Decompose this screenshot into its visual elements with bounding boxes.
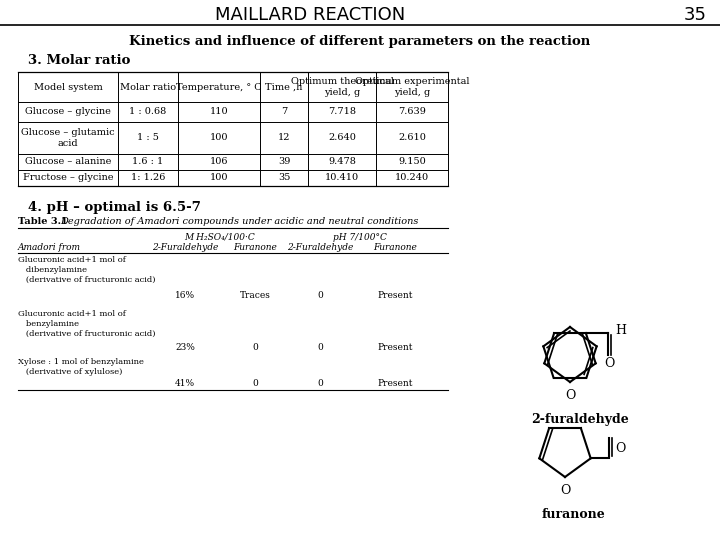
Text: 23%: 23%: [175, 343, 195, 353]
Text: 10.410: 10.410: [325, 173, 359, 183]
Text: MAILLARD REACTION: MAILLARD REACTION: [215, 6, 405, 24]
Text: Model system: Model system: [34, 83, 102, 91]
Text: 4. pH – optimal is 6.5-7: 4. pH – optimal is 6.5-7: [28, 201, 201, 214]
Text: 16%: 16%: [175, 292, 195, 300]
Text: Glucose – alanine: Glucose – alanine: [24, 158, 111, 166]
Text: pH 7/100°C: pH 7/100°C: [333, 233, 387, 241]
Text: H: H: [616, 323, 626, 336]
Text: 12: 12: [278, 133, 290, 143]
Text: 100: 100: [210, 133, 228, 143]
Text: Table 3.1: Table 3.1: [18, 218, 68, 226]
Text: 1.6 : 1: 1.6 : 1: [132, 158, 163, 166]
Text: O: O: [560, 484, 570, 497]
Text: Furanone: Furanone: [233, 242, 277, 252]
Text: Traces: Traces: [240, 292, 271, 300]
Text: Degradation of Amadori compounds under acidic and neutral conditions: Degradation of Amadori compounds under a…: [60, 218, 418, 226]
Text: 7.718: 7.718: [328, 107, 356, 117]
Text: Optimum experimental
yield, g: Optimum experimental yield, g: [355, 77, 469, 97]
Text: furanone: furanone: [541, 509, 605, 522]
Text: 0: 0: [252, 379, 258, 388]
Text: 2-Furaldehyde: 2-Furaldehyde: [287, 242, 354, 252]
Text: Optimum theoretical
yield, g: Optimum theoretical yield, g: [291, 77, 393, 97]
Text: 0: 0: [317, 343, 323, 353]
Text: Amadori from: Amadori from: [18, 242, 81, 252]
Text: Xylose : 1 mol of benzylamine
   (derivative of xylulose): Xylose : 1 mol of benzylamine (derivativ…: [18, 358, 144, 376]
Text: Present: Present: [377, 343, 413, 353]
Text: 100: 100: [210, 173, 228, 183]
Text: Glucose – glutamic
acid: Glucose – glutamic acid: [21, 129, 114, 148]
Text: 1 : 5: 1 : 5: [137, 133, 159, 143]
Text: 9.150: 9.150: [398, 158, 426, 166]
Text: 41%: 41%: [175, 379, 195, 388]
Text: 35: 35: [683, 6, 706, 24]
Text: 0: 0: [252, 343, 258, 353]
Text: Temperature, ° C: Temperature, ° C: [176, 83, 262, 91]
Text: Time ,h: Time ,h: [265, 83, 302, 91]
Text: Molar ratio: Molar ratio: [120, 83, 176, 91]
Text: 3. Molar ratio: 3. Molar ratio: [28, 53, 130, 66]
Text: 39: 39: [278, 158, 290, 166]
Text: 10.240: 10.240: [395, 173, 429, 183]
Text: 0: 0: [317, 292, 323, 300]
Text: 7.639: 7.639: [398, 107, 426, 117]
Text: 35: 35: [278, 173, 290, 183]
Text: 2.640: 2.640: [328, 133, 356, 143]
Text: 2-furaldehyde: 2-furaldehyde: [531, 414, 629, 427]
Text: Furanone: Furanone: [373, 242, 417, 252]
Text: 7: 7: [281, 107, 287, 117]
Text: Present: Present: [377, 379, 413, 388]
Text: 110: 110: [210, 107, 228, 117]
Text: Present: Present: [377, 292, 413, 300]
Text: 9.478: 9.478: [328, 158, 356, 166]
Text: O: O: [564, 389, 575, 402]
Text: 2-Furaldehyde: 2-Furaldehyde: [152, 242, 218, 252]
Text: 106: 106: [210, 158, 228, 166]
Text: 1 : 0.68: 1 : 0.68: [130, 107, 166, 117]
Text: Fructose – glycine: Fructose – glycine: [23, 173, 113, 183]
Text: O: O: [604, 356, 615, 370]
Text: O: O: [616, 442, 626, 455]
Text: M H₂SO₄/100·C: M H₂SO₄/100·C: [184, 233, 256, 241]
Text: 2.610: 2.610: [398, 133, 426, 143]
Text: 0: 0: [317, 379, 323, 388]
Text: Kinetics and influence of different parameters on the reaction: Kinetics and influence of different para…: [130, 36, 590, 49]
Text: Glucuronic acid+1 mol of
   benzylamine
   (derivative of fructuronic acid): Glucuronic acid+1 mol of benzylamine (de…: [18, 310, 156, 338]
Text: Glucuronic acid+1 mol of
   dibenzylamine
   (derivative of fructuronic acid): Glucuronic acid+1 mol of dibenzylamine (…: [18, 256, 156, 284]
Text: Glucose – glycine: Glucose – glycine: [25, 107, 111, 117]
Text: 1: 1.26: 1: 1.26: [131, 173, 165, 183]
